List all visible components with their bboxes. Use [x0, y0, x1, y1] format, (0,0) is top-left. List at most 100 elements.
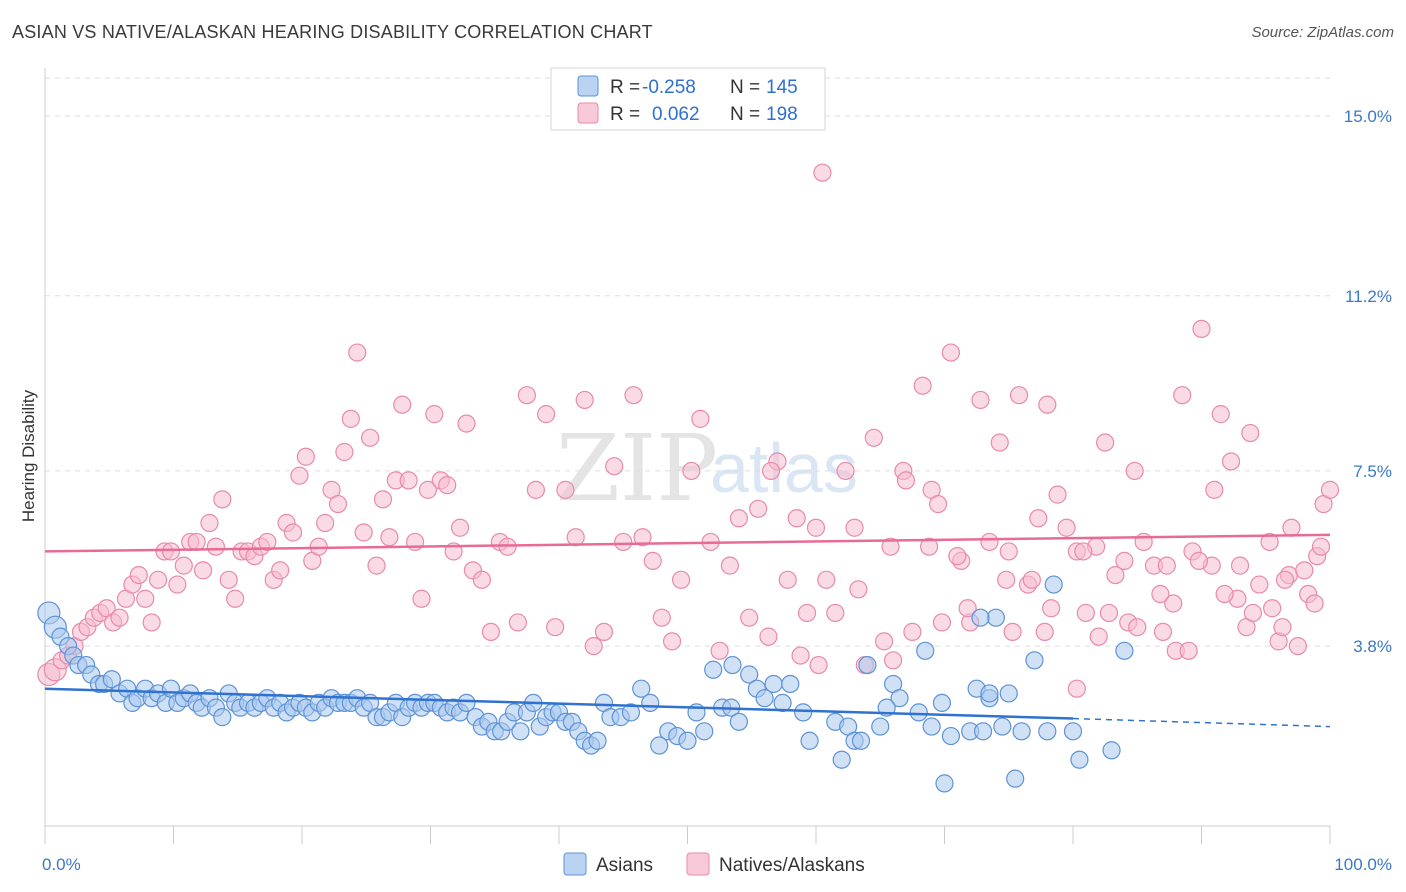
native-point-89: [682, 461, 701, 481]
native-point-192: [1215, 584, 1234, 604]
asian-point-133: [1025, 651, 1044, 670]
legend-bottom-swatch-asians: [563, 852, 587, 876]
native-point-191: [1189, 551, 1209, 570]
asian-point-123: [1038, 722, 1057, 741]
asian-point-129: [916, 641, 935, 660]
asian-point-27: [213, 708, 232, 727]
native-point-193: [1243, 603, 1263, 623]
tick-labels: 3.8% 7.5% 11.2% 15.0% 0.0% 100.0%: [42, 107, 1392, 874]
native-point-156: [813, 163, 832, 182]
native-point-110: [883, 651, 903, 670]
native-point-27: [213, 490, 232, 509]
native-point-182: [881, 537, 900, 556]
native-point-162: [1042, 599, 1061, 618]
native-point-23: [187, 532, 206, 552]
native-point-126: [1038, 395, 1057, 414]
x-tick-label-0: 0.0%: [42, 855, 81, 874]
native-point-76: [556, 480, 575, 499]
native-point-187: [1067, 679, 1086, 698]
native-point-160: [997, 570, 1016, 589]
asian-point-90: [632, 679, 651, 698]
trend-lines: [44, 533, 1331, 728]
native-point-183: [919, 537, 939, 556]
native-point-125: [1029, 509, 1048, 528]
native-point-49: [354, 523, 373, 542]
asian-point-117: [922, 717, 941, 736]
legend-r-value-natives: 0.062: [652, 104, 700, 125]
native-point-142: [1192, 319, 1211, 339]
native-point-113: [913, 376, 932, 395]
legend-r-value-asians: -0.258: [642, 77, 696, 98]
native-point-81: [605, 457, 624, 476]
native-point-20: [168, 575, 187, 594]
asian-point-105: [764, 674, 783, 694]
asian-point-10: [102, 670, 121, 689]
native-point-161: [1022, 570, 1041, 589]
native-point-152: [1288, 637, 1307, 656]
asian-point-85: [588, 731, 607, 750]
native-point-83: [624, 386, 643, 405]
native-point-177: [1320, 480, 1340, 499]
native-point-96: [749, 499, 768, 518]
asian-point-115: [890, 689, 909, 708]
native-point-15: [136, 589, 155, 608]
native-point-68: [481, 622, 500, 641]
native-point-130: [1076, 603, 1095, 623]
legend-swatch-asians: [577, 75, 599, 97]
asian-point-132: [999, 684, 1018, 703]
native-point-184: [958, 599, 977, 618]
native-point-92: [710, 641, 729, 660]
legend-bottom: Asians Natives/Alaskans: [563, 852, 865, 876]
y-tick-label-2: 11.2%: [1345, 287, 1392, 306]
native-point-65: [457, 414, 476, 433]
native-point-176: [1311, 537, 1331, 556]
asian-point-113: [871, 717, 890, 736]
legend-swatch-natives: [577, 102, 599, 124]
legend-n-label-natives: N =: [730, 104, 760, 125]
legend-r-label-natives: R =: [610, 104, 640, 125]
native-point-72: [517, 386, 536, 405]
native-point-158: [928, 494, 948, 514]
asian-point-116: [909, 703, 928, 722]
native-point-14: [129, 565, 148, 585]
asian-point-138: [986, 608, 1006, 627]
native-point-85: [643, 551, 662, 570]
asian-point-141: [935, 774, 954, 793]
native-point-50: [361, 428, 380, 447]
series-asians: [37, 575, 1134, 793]
asian-point-109: [800, 731, 819, 750]
native-point-64: [450, 518, 470, 537]
native-point-147: [1241, 423, 1260, 443]
native-point-29: [226, 589, 245, 608]
native-point-17: [148, 570, 168, 589]
native-point-52: [373, 490, 393, 509]
asian-point-106: [773, 693, 792, 713]
x-tick-label-1: 100.0%: [1334, 855, 1392, 874]
native-point-181: [849, 580, 868, 599]
native-point-99: [778, 570, 797, 589]
native-point-67: [472, 570, 491, 589]
native-point-108: [864, 428, 883, 447]
asian-point-98: [704, 660, 723, 679]
native-point-88: [671, 570, 691, 589]
asian-point-108: [794, 703, 813, 722]
native-point-53: [380, 528, 399, 547]
native-point-148: [1250, 575, 1269, 594]
native-point-60: [425, 405, 444, 424]
native-point-128: [1057, 518, 1076, 537]
asian-point-102: [740, 665, 759, 684]
asian-point-89: [621, 703, 641, 722]
asian-point-124: [1063, 722, 1083, 741]
asian-point-73: [511, 722, 530, 741]
y-axis-title: Hearing Disability: [19, 389, 38, 522]
legend-bottom-swatch-natives: [686, 852, 710, 876]
native-point-164: [1089, 627, 1108, 646]
native-point-180: [809, 655, 828, 675]
asian-point-92: [650, 736, 669, 755]
native-point-11: [110, 608, 129, 627]
asian-point-135: [1102, 741, 1121, 760]
native-point-74: [537, 405, 556, 424]
watermark: ZIP atlas: [556, 415, 858, 522]
asian-point-140: [723, 655, 742, 675]
